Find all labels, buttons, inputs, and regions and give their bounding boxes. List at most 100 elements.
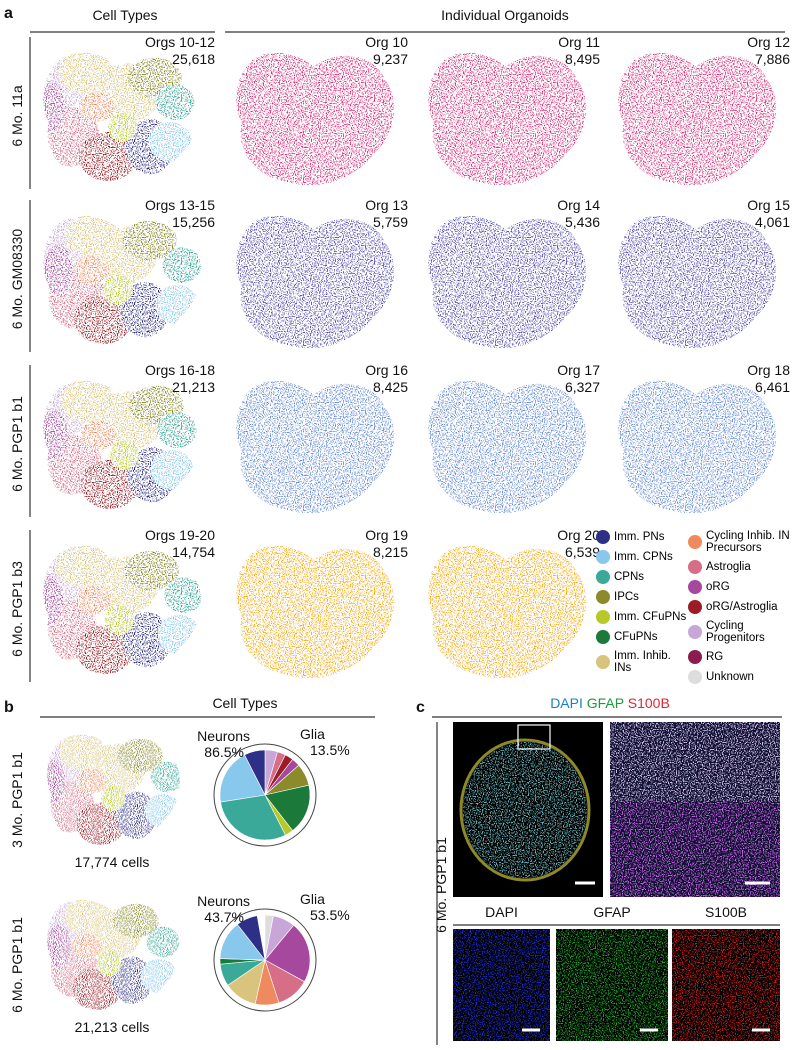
channel-signal <box>672 929 780 1041</box>
cluster <box>115 791 157 840</box>
cluster <box>124 550 179 591</box>
cluster <box>43 245 73 295</box>
tsne-plot <box>236 381 395 514</box>
glia-pct: 13.5% <box>310 742 350 758</box>
cell-count: 5,436 <box>565 214 600 230</box>
row-label: 6 Mo. 11a <box>9 85 25 146</box>
legend-item: oRG/Astroglia <box>688 600 796 614</box>
organoid-name: Org 18 <box>747 362 790 378</box>
cluster <box>140 959 177 993</box>
cluster <box>71 933 102 959</box>
channel-signal <box>453 929 550 1041</box>
legend-label: Imm. CFuPNs <box>614 611 687 623</box>
legend-label: Cycling Progenitors <box>706 620 765 644</box>
channel-label: GFAP <box>593 904 630 920</box>
tsne-points <box>428 216 587 349</box>
cluster <box>109 440 140 470</box>
organoid-name: Orgs 16-18 <box>145 362 215 378</box>
cell-count: 5,759 <box>373 214 408 230</box>
tsne-points <box>428 546 587 679</box>
cluster <box>111 956 153 1005</box>
pie-slice <box>244 749 266 796</box>
cluster <box>155 84 195 120</box>
tsne-points <box>428 381 587 514</box>
row-label: 6 Mo. PGP1 b1 <box>433 837 449 933</box>
cluster <box>157 614 201 655</box>
cluster <box>80 420 116 450</box>
cluster <box>122 220 177 261</box>
legend-swatch <box>688 535 702 549</box>
organoid-name: Org 10 <box>365 34 408 50</box>
cluster <box>75 585 111 615</box>
cluster <box>157 412 197 448</box>
legend-swatch <box>596 530 610 544</box>
cluster <box>73 255 109 285</box>
legend: Imm. PNs Imm. CPNs CPNs IPCs Imm. CFuPNs CFuP… <box>596 530 796 684</box>
legend-item: CPNs <box>596 570 688 584</box>
tsne-points <box>236 53 395 186</box>
panel-label: c <box>416 699 425 716</box>
legend-label: oRG <box>706 581 730 593</box>
tsne-plot <box>43 381 197 510</box>
tsne-plot <box>428 546 587 679</box>
cluster <box>78 131 138 182</box>
legend-swatch <box>596 630 610 644</box>
organoid-name: Org 11 <box>558 34 600 50</box>
cluster <box>105 605 135 635</box>
tsne-plot <box>236 53 395 186</box>
pie-slice <box>219 754 266 803</box>
organoid-name: Orgs 10-12 <box>145 34 215 50</box>
cluster-group <box>43 53 195 182</box>
pie-slice <box>264 784 311 831</box>
cluster <box>144 794 181 829</box>
cell-count: 9,237 <box>373 51 408 67</box>
cluster <box>46 925 72 968</box>
legend-item: Astroglia <box>688 560 796 574</box>
glia-label: Glia <box>300 891 325 907</box>
legend-label: Cycling Inhib. IN Precursors <box>706 530 790 554</box>
legend-swatch <box>596 610 610 624</box>
row-label: 6 Mo. PGP1 b1 <box>9 396 25 492</box>
channel-signal <box>556 929 668 1041</box>
micrograph-whole <box>453 722 603 897</box>
cluster-group <box>43 381 197 510</box>
column-header: Individual Organoids <box>441 7 569 23</box>
panel-label: b <box>4 699 14 716</box>
legend-item: Cycling Progenitors <box>688 620 796 644</box>
legend-label: Imm. Inhib. INs <box>614 650 671 674</box>
cell-count: 21,213 cells <box>75 1019 150 1035</box>
organoid-name: Org 12 <box>747 34 790 50</box>
panel-label: a <box>4 5 13 22</box>
legend-label: Imm. CPNs <box>614 551 673 563</box>
column-header: Cell Types <box>92 7 157 23</box>
neurons-pct: 43.7% <box>204 909 244 925</box>
cluster <box>75 624 135 675</box>
cluster <box>73 294 133 345</box>
tsne-plot <box>428 216 587 349</box>
cell-count: 6,539 <box>565 544 600 560</box>
legend-item: CFuPNs <box>596 630 688 644</box>
cell-count: 8,495 <box>565 51 600 67</box>
tsne-plot <box>428 53 587 186</box>
cluster <box>162 247 202 283</box>
legend-label: CFuPNs <box>614 631 658 643</box>
legend-swatch <box>688 600 702 614</box>
organoid-name: Org 17 <box>557 362 600 378</box>
legend-swatch <box>596 550 610 564</box>
row-label: 6 Mo. PGP1 b3 <box>9 561 25 657</box>
cell-count: 6,327 <box>565 379 600 395</box>
legend-item: Cycling Inhib. IN Precursors <box>688 530 796 554</box>
cluster-group <box>43 546 202 675</box>
pie-slice <box>264 924 311 983</box>
row-label: 6 Mo. PGP1 b1 <box>9 917 25 1013</box>
cluster <box>103 275 133 305</box>
row-label: 3 Mo. PGP1 b1 <box>9 752 25 848</box>
channel-header: DAPI GFAP S100B <box>550 695 670 711</box>
tsne-points <box>236 381 395 514</box>
legend-swatch <box>688 670 702 684</box>
legend-label: Astroglia <box>706 561 751 573</box>
cluster <box>122 611 172 668</box>
legend-item: Imm. CFuPNs <box>596 610 688 624</box>
cluster-group <box>46 899 180 1010</box>
cluster <box>76 768 106 794</box>
